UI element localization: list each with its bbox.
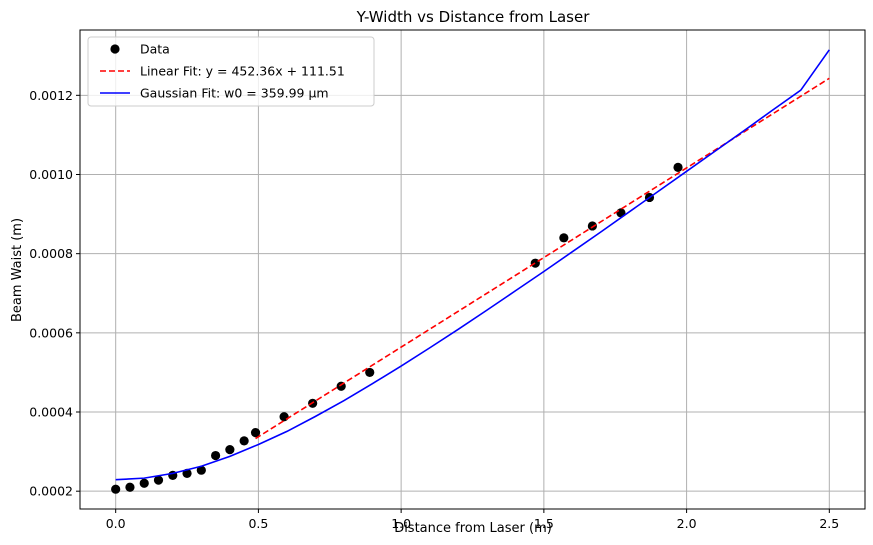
x-axis: 0.0 0.5 1.0 1.5 2.0 2.5 (106, 509, 839, 531)
y-tick-label: 0.0012 (29, 88, 73, 103)
data-point (225, 445, 235, 455)
data-point (673, 162, 683, 172)
data-point (153, 475, 164, 485)
x-tick-label: 0.0 (106, 516, 126, 531)
legend-label: Data (140, 42, 170, 57)
grid (80, 30, 865, 509)
y-tick-label: 0.0002 (29, 484, 73, 499)
y-axis: 0.0002 0.0004 0.0006 0.0008 0.0010 0.0012 (29, 88, 80, 499)
data-point (196, 465, 206, 475)
legend-label: Linear Fit: y = 452.36x + 111.51 (140, 64, 345, 79)
legend: Data Linear Fit: y = 452.36x + 111.51 Gaus… (87, 36, 375, 107)
x-tick-label: 1.0 (391, 516, 411, 531)
data-point (239, 436, 249, 446)
legend-box (87, 36, 375, 107)
data-point (587, 221, 597, 231)
y-tick-label: 0.0006 (29, 325, 73, 340)
y-tick-label: 0.0010 (29, 167, 73, 182)
chart-title: Y-Width vs Distance from Laser (356, 8, 591, 26)
data-point (210, 450, 221, 461)
linear-fit-line (255, 77, 830, 440)
y-axis-label: Beam Waist (m) (10, 218, 25, 322)
data-point (279, 412, 289, 422)
x-tick-label: 2.5 (819, 516, 839, 531)
data-point (139, 478, 149, 488)
gaussian-fit-line (115, 49, 830, 481)
y-tick-label: 0.0008 (29, 246, 73, 261)
y-tick-label: 0.0004 (29, 405, 73, 420)
x-tick-label: 0.5 (248, 516, 268, 531)
data-point (365, 367, 375, 378)
x-tick-label: 2.0 (677, 516, 697, 531)
series-layer (111, 49, 830, 494)
data-point (111, 484, 121, 494)
x-tick-label: 1.5 (534, 516, 554, 531)
x-axis-label: Distance from Laser (m) (394, 521, 552, 536)
data-point (125, 482, 135, 492)
data-point (559, 233, 569, 243)
legend-marker-data (110, 44, 120, 54)
data-point (250, 427, 261, 438)
legend-label: Gaussian Fit: w0 = 359.99 µm (140, 86, 329, 101)
plot-frame (79, 29, 866, 510)
